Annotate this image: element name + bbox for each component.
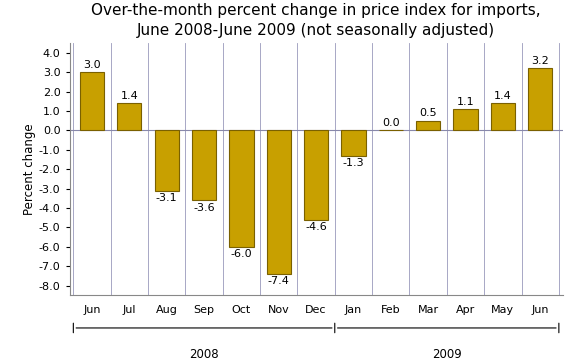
Text: 1.1: 1.1 <box>456 96 474 107</box>
Bar <box>267 130 291 274</box>
Bar <box>416 121 440 130</box>
Text: Dec: Dec <box>305 305 327 315</box>
Text: -4.6: -4.6 <box>305 222 327 232</box>
Text: Feb: Feb <box>381 305 401 315</box>
Text: Apr: Apr <box>456 305 475 315</box>
Text: -1.3: -1.3 <box>343 158 364 168</box>
Bar <box>341 130 365 156</box>
Title: Over-the-month percent change in price index for imports,
June 2008-June 2009 (n: Over-the-month percent change in price i… <box>91 3 541 38</box>
Bar <box>454 109 478 130</box>
Bar <box>154 130 179 190</box>
Text: 1.4: 1.4 <box>121 91 138 101</box>
Bar <box>117 103 142 130</box>
Text: 3.2: 3.2 <box>531 56 549 66</box>
Text: 2009: 2009 <box>432 348 462 360</box>
Text: Jun: Jun <box>84 305 101 315</box>
Text: Jul: Jul <box>122 305 136 315</box>
Text: Nov: Nov <box>268 305 289 315</box>
Text: Jun: Jun <box>531 305 549 315</box>
Text: Sep: Sep <box>194 305 215 315</box>
Text: Mar: Mar <box>418 305 438 315</box>
Bar <box>491 103 515 130</box>
Bar <box>192 130 216 200</box>
Text: 2008: 2008 <box>189 348 219 360</box>
Text: -3.1: -3.1 <box>156 193 177 203</box>
Text: -3.6: -3.6 <box>193 203 215 213</box>
Bar <box>304 130 328 220</box>
Text: 0.0: 0.0 <box>382 118 400 128</box>
Text: 0.5: 0.5 <box>419 108 437 118</box>
Bar <box>229 130 253 247</box>
Bar <box>528 68 552 130</box>
Text: Oct: Oct <box>232 305 251 315</box>
Text: -7.4: -7.4 <box>268 276 289 287</box>
Y-axis label: Percent change: Percent change <box>23 123 36 215</box>
Bar <box>80 72 104 130</box>
Text: 3.0: 3.0 <box>83 60 101 70</box>
Text: 1.4: 1.4 <box>494 91 512 101</box>
Text: May: May <box>491 305 514 315</box>
Text: -6.0: -6.0 <box>231 249 252 259</box>
Text: Jan: Jan <box>345 305 362 315</box>
Text: Aug: Aug <box>156 305 177 315</box>
